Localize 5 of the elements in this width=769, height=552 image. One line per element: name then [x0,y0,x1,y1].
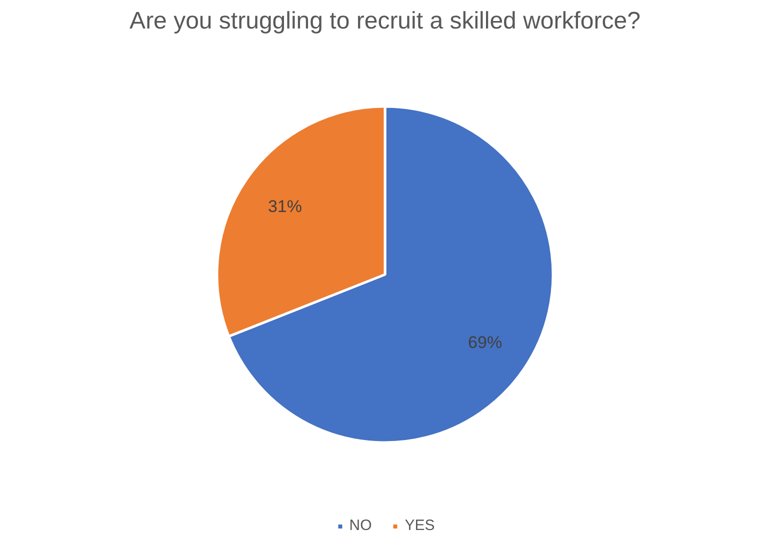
legend-label: NO [349,517,372,534]
data-label: 69% [468,332,502,352]
legend-label: YES [404,517,435,534]
data-label: 31% [268,197,302,216]
chart-title: Are you struggling to recruit a skilled workforce? [130,8,640,34]
